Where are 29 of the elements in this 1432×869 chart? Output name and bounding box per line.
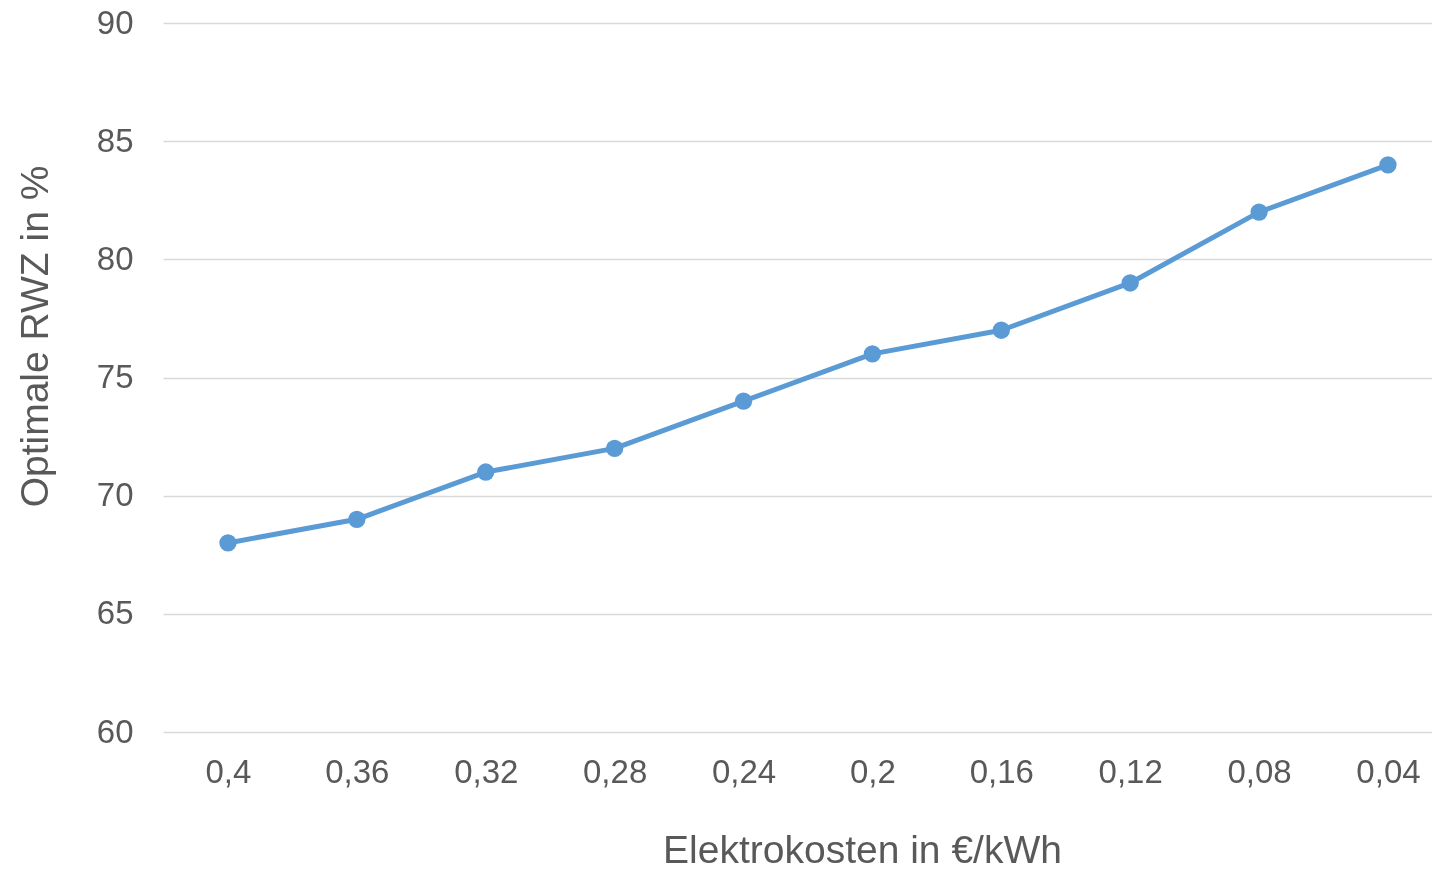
x-tick-label: 0,4 <box>205 752 252 790</box>
point <box>863 345 882 363</box>
point <box>1379 156 1397 174</box>
x-tick-label: 0,36 <box>325 752 390 790</box>
x-tick-label: 0,12 <box>1098 752 1163 790</box>
y-axis-title: Optimale RWZ in % <box>12 165 56 508</box>
x-tick-label: 0,08 <box>1227 752 1292 790</box>
x-tick-label: 0,04 <box>1356 752 1421 790</box>
x-tick-label: 0,28 <box>583 752 648 790</box>
x-tick-label: 0,16 <box>969 752 1034 790</box>
y-tick-label: 80 <box>96 239 134 277</box>
x-tick-label: 0,32 <box>454 752 519 790</box>
x-tick-label: 0,2 <box>849 752 896 790</box>
point <box>1121 274 1139 292</box>
point <box>992 321 1010 339</box>
point <box>1250 203 1268 221</box>
y-tick-label: 60 <box>96 712 134 750</box>
point <box>348 510 366 528</box>
x-axis-title: Elektrokosten in €/kWh <box>663 827 1062 869</box>
point <box>734 392 753 410</box>
point <box>477 463 495 481</box>
y-tick-label: 65 <box>96 594 134 632</box>
y-tick-label: 75 <box>96 358 134 395</box>
y-tick-label: 70 <box>96 476 134 514</box>
x-tick-label: 0,24 <box>711 752 777 790</box>
point <box>605 439 624 458</box>
point <box>219 534 237 552</box>
y-tick-label: 85 <box>96 121 134 159</box>
y-tick-label: 90 <box>96 3 134 41</box>
